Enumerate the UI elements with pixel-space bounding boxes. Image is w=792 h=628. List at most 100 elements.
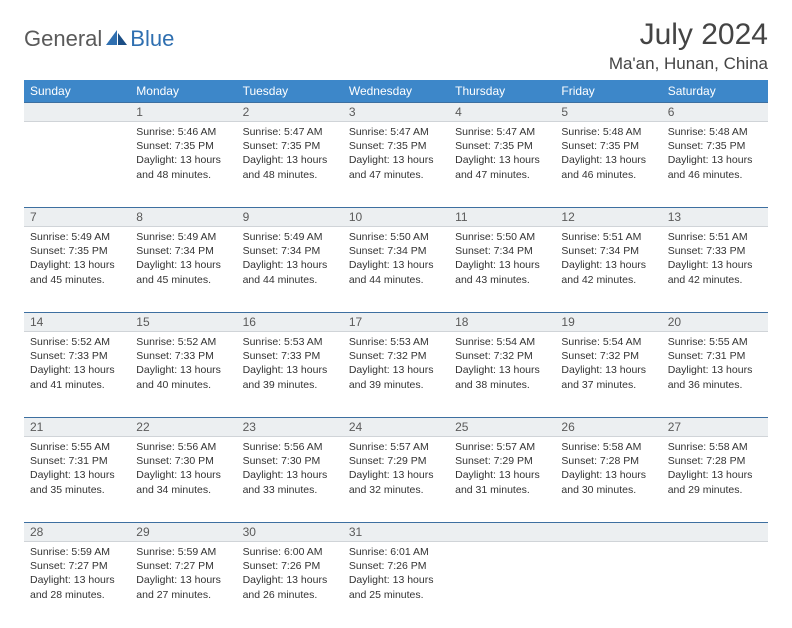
daynum-cell: 8 [130,208,236,227]
logo-word-1: General [24,26,102,52]
daynum-cell: 28 [24,523,130,542]
sunrise-text: Sunrise: 5:56 AM [136,440,230,454]
day-cell [24,122,130,208]
day-number: 11 [449,208,555,226]
daylight-text: Daylight: 13 hours and 31 minutes. [455,468,549,496]
day-cell: Sunrise: 5:53 AMSunset: 7:33 PMDaylight:… [237,332,343,418]
sunrise-text: Sunrise: 5:52 AM [136,335,230,349]
daylight-text: Daylight: 13 hours and 46 minutes. [561,153,655,181]
daylight-text: Daylight: 13 hours and 38 minutes. [455,363,549,391]
daylight-text: Daylight: 13 hours and 36 minutes. [668,363,762,391]
daynum-cell: 6 [662,103,768,122]
day-number: 29 [130,523,236,541]
daynum-cell: 11 [449,208,555,227]
day-cell: Sunrise: 5:54 AMSunset: 7:32 PMDaylight:… [555,332,661,418]
daynum-row: 21222324252627 [24,418,768,437]
daylight-text: Daylight: 13 hours and 47 minutes. [455,153,549,181]
sail-icon [106,28,128,51]
daynum-cell: 22 [130,418,236,437]
day-cell: Sunrise: 5:55 AMSunset: 7:31 PMDaylight:… [24,437,130,523]
sunrise-text: Sunrise: 5:54 AM [455,335,549,349]
sunrise-text: Sunrise: 5:48 AM [668,125,762,139]
daynum-cell: 4 [449,103,555,122]
day-number: 27 [662,418,768,436]
weekday-header: Tuesday [237,80,343,103]
daylight-text: Daylight: 13 hours and 26 minutes. [243,573,337,601]
sunset-text: Sunset: 7:35 PM [668,139,762,153]
day-number: 18 [449,313,555,331]
day-cell: Sunrise: 5:48 AMSunset: 7:35 PMDaylight:… [662,122,768,208]
weekday-header: Monday [130,80,236,103]
daynum-row: 28293031 [24,523,768,542]
day-cell: Sunrise: 5:54 AMSunset: 7:32 PMDaylight:… [449,332,555,418]
day-details: Sunrise: 5:53 AMSunset: 7:32 PMDaylight:… [343,332,449,398]
daynum-cell: 30 [237,523,343,542]
day-cell: Sunrise: 5:46 AMSunset: 7:35 PMDaylight:… [130,122,236,208]
sunset-text: Sunset: 7:35 PM [455,139,549,153]
day-details: Sunrise: 5:49 AMSunset: 7:35 PMDaylight:… [24,227,130,293]
day-details [24,122,130,131]
daylight-text: Daylight: 13 hours and 32 minutes. [349,468,443,496]
content-row: Sunrise: 5:46 AMSunset: 7:35 PMDaylight:… [24,122,768,208]
daynum-cell: 10 [343,208,449,227]
sunset-text: Sunset: 7:34 PM [136,244,230,258]
daynum-cell: 24 [343,418,449,437]
sunset-text: Sunset: 7:34 PM [243,244,337,258]
day-details: Sunrise: 5:55 AMSunset: 7:31 PMDaylight:… [24,437,130,503]
sunrise-text: Sunrise: 5:47 AM [243,125,337,139]
day-details: Sunrise: 5:55 AMSunset: 7:31 PMDaylight:… [662,332,768,398]
daylight-text: Daylight: 13 hours and 45 minutes. [136,258,230,286]
day-number: 2 [237,103,343,121]
daynum-cell: 21 [24,418,130,437]
day-number: 22 [130,418,236,436]
calendar-table: Sunday Monday Tuesday Wednesday Thursday… [24,80,768,628]
daynum-row: 14151617181920 [24,313,768,332]
day-number [555,523,661,541]
day-number: 4 [449,103,555,121]
day-cell: Sunrise: 5:48 AMSunset: 7:35 PMDaylight:… [555,122,661,208]
day-details [449,542,555,551]
daynum-cell: 31 [343,523,449,542]
sunset-text: Sunset: 7:32 PM [455,349,549,363]
daynum-cell [449,523,555,542]
day-cell: Sunrise: 5:59 AMSunset: 7:27 PMDaylight:… [130,542,236,628]
day-cell: Sunrise: 5:47 AMSunset: 7:35 PMDaylight:… [237,122,343,208]
sunset-text: Sunset: 7:27 PM [30,559,124,573]
daylight-text: Daylight: 13 hours and 48 minutes. [243,153,337,181]
daylight-text: Daylight: 13 hours and 39 minutes. [243,363,337,391]
title-block: July 2024 Ma'an, Hunan, China [609,18,768,74]
day-cell: Sunrise: 5:57 AMSunset: 7:29 PMDaylight:… [449,437,555,523]
daynum-cell: 7 [24,208,130,227]
daynum-cell: 26 [555,418,661,437]
day-number: 25 [449,418,555,436]
day-number: 21 [24,418,130,436]
day-number: 10 [343,208,449,226]
day-details: Sunrise: 5:46 AMSunset: 7:35 PMDaylight:… [130,122,236,188]
content-row: Sunrise: 5:59 AMSunset: 7:27 PMDaylight:… [24,542,768,628]
day-cell: Sunrise: 5:58 AMSunset: 7:28 PMDaylight:… [662,437,768,523]
daylight-text: Daylight: 13 hours and 43 minutes. [455,258,549,286]
daynum-cell: 29 [130,523,236,542]
day-cell [662,542,768,628]
day-number: 16 [237,313,343,331]
daylight-text: Daylight: 13 hours and 29 minutes. [668,468,762,496]
day-cell: Sunrise: 5:52 AMSunset: 7:33 PMDaylight:… [130,332,236,418]
day-details: Sunrise: 5:49 AMSunset: 7:34 PMDaylight:… [130,227,236,293]
sunset-text: Sunset: 7:34 PM [455,244,549,258]
day-cell: Sunrise: 5:53 AMSunset: 7:32 PMDaylight:… [343,332,449,418]
sunset-text: Sunset: 7:31 PM [668,349,762,363]
sunrise-text: Sunrise: 5:56 AM [243,440,337,454]
location-label: Ma'an, Hunan, China [609,54,768,74]
day-details: Sunrise: 5:47 AMSunset: 7:35 PMDaylight:… [237,122,343,188]
sunrise-text: Sunrise: 5:54 AM [561,335,655,349]
day-number: 26 [555,418,661,436]
daynum-cell: 25 [449,418,555,437]
daylight-text: Daylight: 13 hours and 42 minutes. [561,258,655,286]
day-details: Sunrise: 5:48 AMSunset: 7:35 PMDaylight:… [662,122,768,188]
sunset-text: Sunset: 7:35 PM [561,139,655,153]
sunrise-text: Sunrise: 5:55 AM [30,440,124,454]
logo-word-2: Blue [130,26,174,52]
daynum-cell: 19 [555,313,661,332]
day-number: 3 [343,103,449,121]
day-number: 19 [555,313,661,331]
